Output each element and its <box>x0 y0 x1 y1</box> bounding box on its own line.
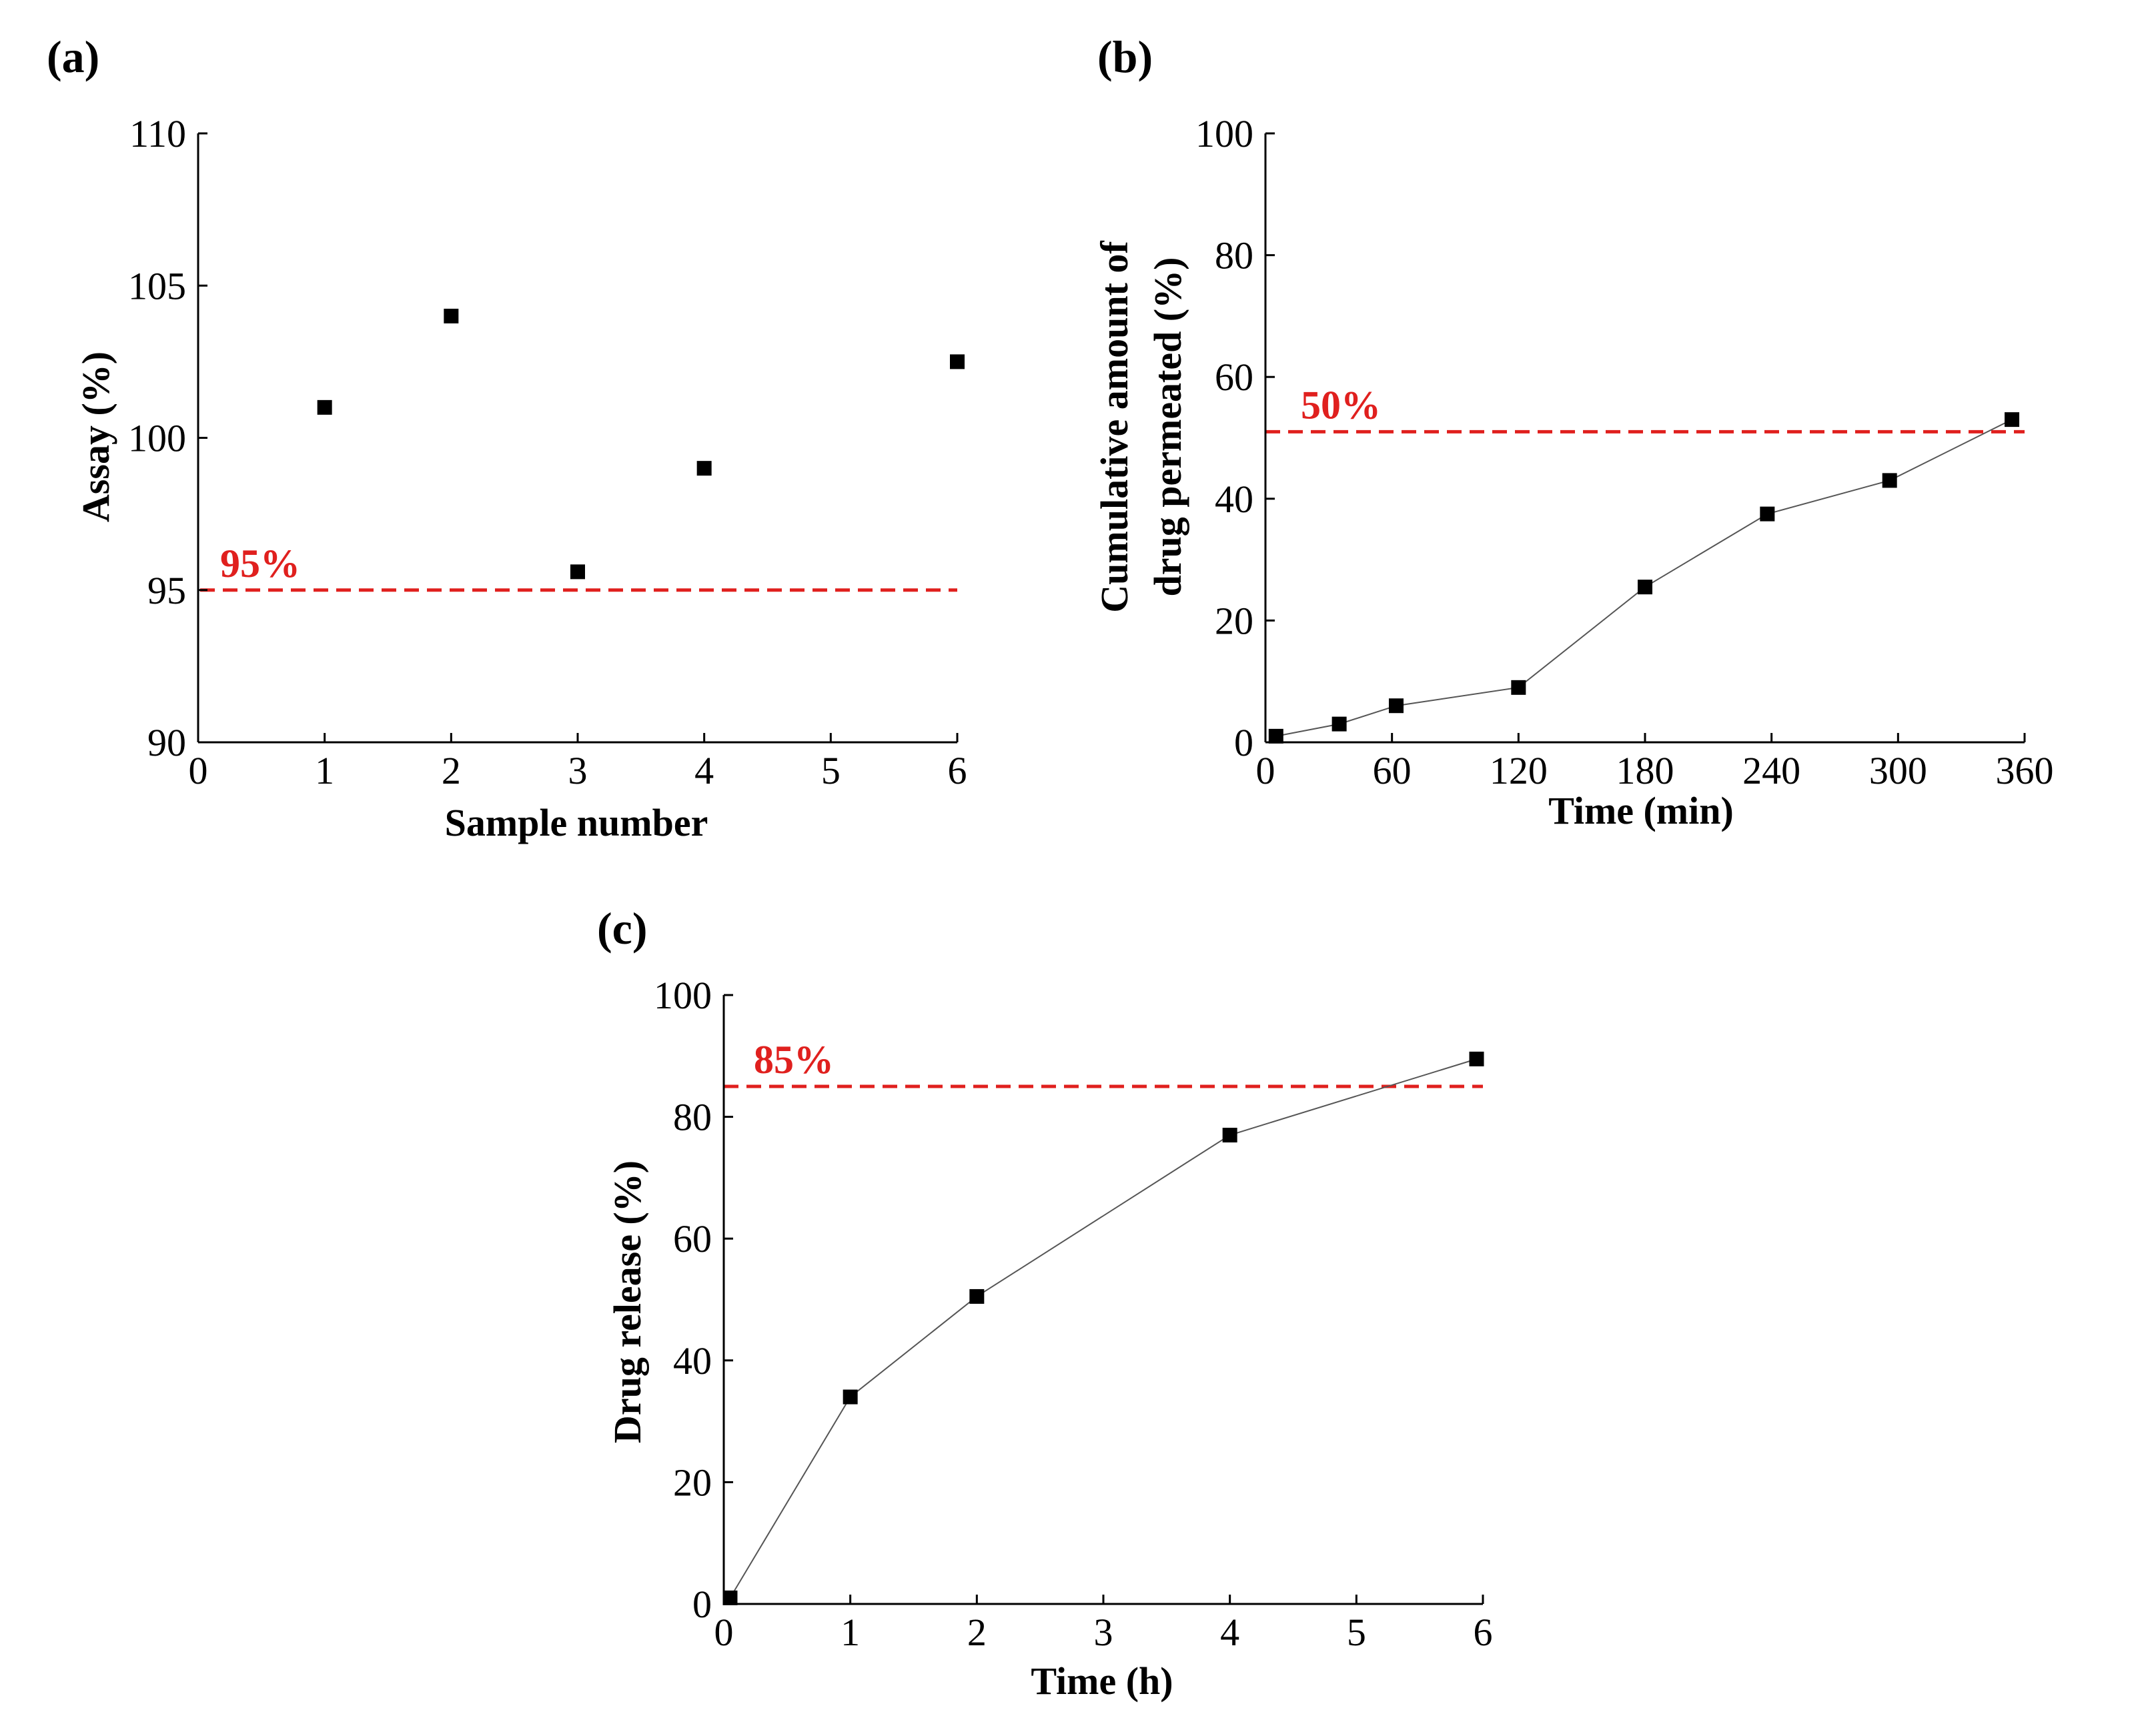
y-axis-title: Assay (%) <box>74 351 117 522</box>
y-tick-label: 40 <box>1215 478 1253 521</box>
data-point <box>1882 473 1897 488</box>
y-axis-title: Drug release (%) <box>606 1160 649 1443</box>
reference-line-group: 85% <box>724 1038 1483 1088</box>
x-tick-label: 3 <box>568 749 588 792</box>
reference-line-label: 50% <box>1301 383 1381 427</box>
x-tick-label: 120 <box>1490 749 1548 792</box>
reference-line-group: 95% <box>200 542 957 592</box>
series-line-group <box>729 1058 1477 1599</box>
x-tick-label: 4 <box>694 749 714 792</box>
x-tick-label: 1 <box>315 749 334 792</box>
data-points <box>1268 412 2020 744</box>
chart-panel-a: (a) 95% 0 1 2 3 4 5 6 90 95 100 105 110 Sample numb… <box>47 31 967 844</box>
x-tick-label: 360 <box>1996 749 2054 792</box>
axes <box>1264 132 2026 744</box>
reference-line-group: 50% <box>1265 383 2025 434</box>
x-tick-label: 3 <box>1094 1611 1113 1654</box>
x-axis-title: Sample number <box>445 801 708 844</box>
y-tick-label: 40 <box>673 1339 712 1383</box>
data-points <box>317 308 965 580</box>
x-axis-title: Time (min) <box>1548 789 1734 832</box>
axes <box>197 132 959 744</box>
y-tick-label: 100 <box>1195 112 1253 155</box>
x-tick-label: 6 <box>948 749 967 792</box>
y-tick-label: 20 <box>673 1461 712 1504</box>
x-tick-label: 5 <box>1347 1611 1366 1654</box>
series-line <box>729 1058 1477 1599</box>
data-point <box>843 1389 858 1405</box>
panel-label-a: (a) <box>47 31 99 82</box>
y-tick-label: 20 <box>1215 599 1253 642</box>
y-axis-title-line-1: Cumulative amount of <box>1093 241 1136 613</box>
tick-labels: 0 60 120 180 240 300 360 0 20 40 60 80 100 <box>1195 112 2054 792</box>
y-tick-label: 100 <box>128 417 186 460</box>
x-tick-label: 1 <box>841 1611 860 1654</box>
data-point <box>722 1590 738 1605</box>
reference-line-label: 95% <box>220 542 300 586</box>
data-point <box>2005 412 2020 427</box>
x-tick-label: 2 <box>967 1611 987 1654</box>
y-tick-label: 100 <box>654 974 712 1017</box>
y-axis-title-line-2: drug permeated (%) <box>1146 257 1189 596</box>
tick-labels: 0 1 2 3 4 5 6 90 95 100 105 110 <box>128 112 967 792</box>
data-point <box>1268 728 1283 744</box>
y-tick-label: 60 <box>673 1217 712 1260</box>
data-point <box>969 1288 985 1304</box>
y-tick-label: 90 <box>147 721 186 764</box>
y-tick-label: 80 <box>673 1096 712 1139</box>
series-line-group <box>1275 419 2013 737</box>
x-tick-label: 4 <box>1220 1611 1239 1654</box>
series-line <box>1275 419 2013 737</box>
data-point <box>570 564 585 580</box>
data-point <box>1469 1051 1484 1066</box>
data-point <box>1331 716 1347 732</box>
data-point <box>1222 1127 1237 1142</box>
data-point <box>696 461 712 476</box>
x-tick-label: 180 <box>1616 749 1674 792</box>
reference-line-label: 85% <box>754 1038 834 1082</box>
y-tick-label: 0 <box>1234 721 1253 764</box>
data-point <box>1638 580 1652 595</box>
x-tick-label: 0 <box>189 749 208 792</box>
x-tick-label: 0 <box>1256 749 1275 792</box>
chart-panel-b: (b) 50% 0 60 120 180 240 300 360 0 20 40 60 80 100 T… <box>1093 31 2054 832</box>
x-axis-title: Time (h) <box>1031 1659 1173 1703</box>
panel-label-b: (b) <box>1097 31 1153 82</box>
panel-label-c: (c) <box>597 903 647 954</box>
y-tick-label: 0 <box>692 1583 712 1626</box>
y-tick-label: 105 <box>128 264 186 307</box>
data-point <box>950 354 965 369</box>
x-tick-label: 60 <box>1373 749 1412 792</box>
x-tick-label: 6 <box>1474 1611 1493 1654</box>
x-tick-label: 0 <box>714 1611 734 1654</box>
data-point <box>317 399 332 415</box>
y-tick-label: 60 <box>1215 355 1253 399</box>
data-points <box>722 1051 1484 1605</box>
y-tick-label: 110 <box>129 112 186 155</box>
x-tick-label: 300 <box>1869 749 1927 792</box>
data-point <box>1511 680 1526 695</box>
axes <box>722 994 1484 1605</box>
y-tick-label: 95 <box>147 569 186 612</box>
x-tick-label: 5 <box>821 749 841 792</box>
data-point <box>1760 506 1775 522</box>
data-point <box>1388 698 1404 714</box>
x-tick-label: 2 <box>442 749 461 792</box>
x-tick-label: 240 <box>1742 749 1800 792</box>
y-tick-label: 80 <box>1215 234 1253 277</box>
data-point <box>444 308 459 323</box>
